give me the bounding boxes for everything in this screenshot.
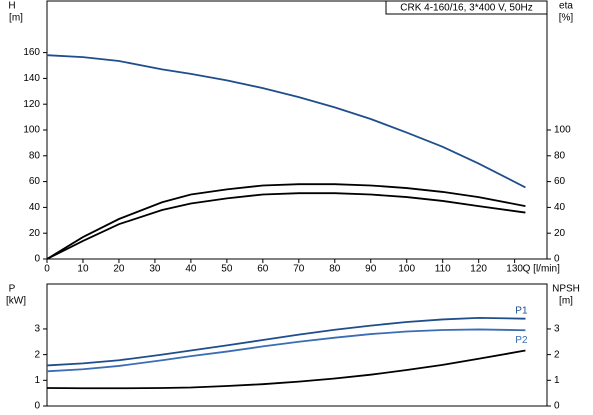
y-tick-label: 60: [29, 176, 41, 187]
x-tick-label: 0: [44, 264, 50, 275]
x-tick-label: 50: [221, 264, 233, 275]
y2-axis-label: [%]: [559, 13, 574, 24]
y-tick-label: 140: [23, 73, 40, 84]
series-line: [46, 192, 526, 260]
y-axis-label: P: [9, 284, 16, 295]
chart-title: CRK 4-160/16, 3*400 V, 50Hz: [400, 3, 533, 14]
y-tick-label: 80: [29, 150, 41, 161]
y-axis-label: [m]: [9, 13, 23, 24]
y2-tick-label: 40: [554, 202, 566, 213]
x-tick-label: 70: [293, 264, 305, 275]
x-tick-label: 90: [365, 264, 377, 275]
y2-tick-label: 1: [554, 375, 560, 386]
y-tick-label: 20: [29, 228, 41, 239]
series-line: [46, 316, 526, 367]
y-tick-label: 2: [34, 349, 40, 360]
y2-axis-label: [m]: [559, 296, 573, 307]
x-tick-label: 80: [329, 264, 341, 275]
y-tick-label: 1: [34, 375, 40, 386]
x-tick-label: 60: [257, 264, 269, 275]
y-tick-label: 3: [34, 324, 40, 335]
x-tick-label: 130: [506, 264, 523, 275]
y2-tick-label: 2: [554, 349, 560, 360]
series-label: P1: [515, 305, 528, 316]
x-axis-label: Q [l/min]: [523, 264, 560, 275]
x-tick-label: 10: [77, 264, 89, 275]
y-tick-label: 0: [34, 401, 40, 412]
plot-frame: [46, 283, 548, 407]
plot-frame: [46, 0, 548, 260]
x-tick-label: 20: [113, 264, 125, 275]
y2-tick-label: 0: [554, 254, 560, 265]
x-tick-label: 120: [470, 264, 487, 275]
series-line: [46, 328, 526, 373]
y2-axis-label: NPSH: [552, 284, 580, 295]
y-tick-label: 0: [34, 254, 40, 265]
series-line: [46, 349, 526, 390]
x-tick-label: 110: [435, 264, 451, 275]
y-tick-label: 120: [23, 99, 40, 110]
y-tick-label: 40: [29, 202, 41, 213]
series-line: [46, 183, 526, 260]
y2-tick-label: 3: [554, 324, 560, 335]
y2-tick-label: 80: [554, 150, 566, 161]
title-box: [385, 0, 548, 15]
series-label: P2: [515, 335, 528, 346]
y-axis-label: [kW]: [6, 296, 26, 307]
x-tick-label: 100: [398, 264, 415, 275]
y2-tick-label: 100: [554, 125, 571, 136]
y2-tick-label: 0: [554, 401, 560, 412]
y2-axis-label: eta: [559, 1, 573, 12]
y-axis-label: H: [8, 1, 15, 12]
y-tick-label: 100: [23, 125, 40, 136]
y2-tick-label: 20: [554, 228, 566, 239]
series-line: [46, 54, 526, 189]
y2-tick-label: 60: [554, 176, 566, 187]
x-tick-label: 40: [185, 264, 197, 275]
y-tick-label: 160: [23, 47, 40, 58]
x-tick-label: 30: [149, 264, 161, 275]
